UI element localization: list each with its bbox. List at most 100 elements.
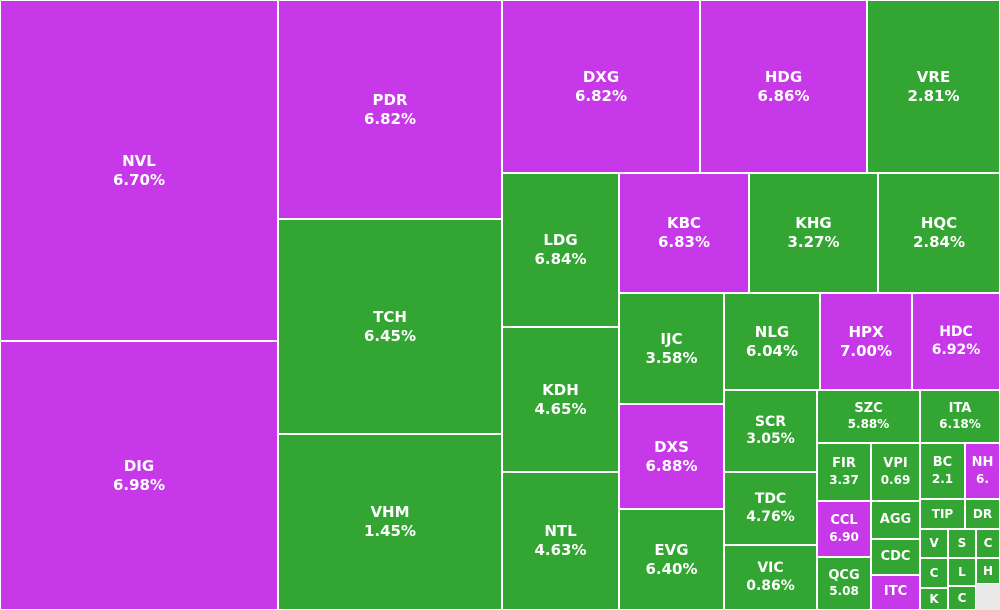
tile-vic[interactable]: VIC 0.86%	[724, 545, 817, 610]
tile-change: 3.05%	[746, 431, 795, 447]
tile-ijc[interactable]: IJC 3.58%	[619, 293, 724, 404]
tile-bc[interactable]: BC 2.1	[920, 443, 965, 499]
tile-kbc[interactable]: KBC 6.83%	[619, 173, 749, 293]
tile-symbol: DR	[972, 506, 993, 521]
tile-l[interactable]: L	[948, 558, 976, 586]
tile-hpx[interactable]: HPX 7.00%	[820, 293, 912, 390]
tile-change: 6.92%	[931, 341, 981, 358]
tile-symbol: C	[957, 590, 967, 605]
tile-symbol: VPI	[883, 456, 908, 472]
tile-szc[interactable]: SZC 5.88%	[817, 390, 920, 443]
tile-v[interactable]: V	[920, 529, 948, 558]
tile-change: 4.76%	[746, 508, 795, 525]
tile-symbol: NLG	[754, 322, 790, 341]
tile-change: 2.1	[931, 471, 954, 486]
tile-symbol: EVG	[654, 540, 689, 559]
tile-ldg[interactable]: LDG 6.84%	[502, 173, 619, 327]
tile-symbol: ITC	[883, 584, 908, 600]
tile-symbol: FIR	[832, 456, 856, 472]
tile-symbol: HDC	[939, 324, 973, 340]
tile-change: 2.81%	[907, 86, 960, 105]
tile-dxs[interactable]: DXS 6.88%	[619, 404, 724, 509]
tile-ita[interactable]: ITA 6.18%	[920, 390, 1000, 443]
tile-dxg[interactable]: DXG 6.82%	[502, 0, 700, 173]
tile-ntl[interactable]: NTL 4.63%	[502, 472, 619, 610]
tile-symbol: SCR	[754, 413, 787, 430]
tile-symbol: LDG	[543, 231, 578, 250]
tile-s[interactable]: S	[948, 529, 976, 558]
tile-symbol: NVL	[122, 151, 156, 170]
tile-symbol: H	[982, 563, 994, 578]
tile-ccl[interactable]: CCL 6.90	[817, 501, 871, 557]
tile-cdc[interactable]: CDC	[871, 539, 920, 575]
tile-change: 6.90	[829, 529, 859, 544]
tile-symbol: PDR	[372, 90, 408, 109]
tile-nvl[interactable]: NVL 6.70%	[0, 0, 278, 341]
tile-change: 6.18%	[939, 417, 981, 432]
tile-agg[interactable]: AGG	[871, 501, 920, 539]
tile-change: 0.69	[880, 472, 911, 487]
tile-symbol: NH	[971, 455, 994, 471]
tile-change: 3.58%	[645, 348, 698, 367]
tile-qcg[interactable]: QCG 5.08	[817, 557, 871, 610]
tile-change: 6.83%	[657, 233, 711, 251]
tile-symbol: IJC	[660, 329, 683, 348]
tile-scr[interactable]: SCR 3.05%	[724, 390, 817, 472]
tile-k[interactable]: K	[920, 588, 948, 610]
tile-change: 6.70%	[112, 170, 166, 189]
tile-symbol: KHG	[795, 214, 832, 233]
tile-symbol: C	[929, 565, 939, 580]
tile-symbol: BC	[932, 455, 953, 471]
tile-hqc[interactable]: HQC 2.84%	[878, 173, 1000, 293]
tile-change: 3.37	[829, 472, 859, 487]
tile-change: 1.45%	[363, 522, 417, 540]
tile-symbol: NTL	[544, 522, 577, 541]
tile-tch[interactable]: TCH 6.45%	[278, 219, 502, 434]
tile-symbol: DXS	[654, 437, 689, 456]
tile-tdc[interactable]: TDC 4.76%	[724, 472, 817, 545]
tile-change: 0.86%	[746, 577, 795, 594]
tile-c[interactable]: C	[920, 558, 948, 588]
tile-khg[interactable]: KHG 3.27%	[749, 173, 878, 293]
tile-symbol: TIP	[931, 506, 954, 521]
tile-nlg[interactable]: NLG 6.04%	[724, 293, 820, 390]
tile-change: 2.84%	[912, 233, 966, 251]
tile-symbol: TDC	[754, 491, 787, 507]
tile-change: 6.	[976, 471, 989, 486]
tile-nh[interactable]: NH 6.	[965, 443, 1000, 499]
tile-vhm[interactable]: VHM 1.45%	[278, 434, 502, 610]
tile-change: 4.63%	[534, 541, 587, 559]
tile-tip[interactable]: TIP	[920, 499, 965, 529]
tile-hdg[interactable]: HDG 6.86%	[700, 0, 867, 173]
tile-dig[interactable]: DIG 6.98%	[0, 341, 278, 610]
tile-hdc[interactable]: HDC 6.92%	[912, 293, 1000, 390]
tile-dr[interactable]: DR	[965, 499, 1000, 529]
tile-kdh[interactable]: KDH 4.65%	[502, 327, 619, 472]
tile-symbol: KDH	[542, 380, 579, 399]
tile-symbol: V	[929, 536, 939, 550]
tile-symbol: HQC	[920, 214, 958, 233]
tile-symbol: HPX	[848, 322, 884, 341]
tile-symbol: VHM	[370, 503, 410, 522]
tile-change: 6.04%	[745, 341, 799, 360]
tile-pdr[interactable]: PDR 6.82%	[278, 0, 502, 219]
tile-symbol: KBC	[666, 214, 702, 233]
tile-vpi[interactable]: VPI 0.69	[871, 443, 920, 501]
tile-symbol: VIC	[757, 560, 784, 576]
tile-symbol: ITA	[948, 400, 972, 416]
tile-evg[interactable]: EVG 6.40%	[619, 509, 724, 610]
tile-vre[interactable]: VRE 2.81%	[867, 0, 1000, 173]
tile-symbol: TCH	[373, 307, 407, 326]
tile-c[interactable]: C	[948, 586, 976, 610]
tile-symbol: K	[929, 591, 939, 606]
tile-symbol: QCG	[828, 567, 860, 583]
tile-fir[interactable]: FIR 3.37	[817, 443, 871, 501]
tile-change: 6.45%	[363, 326, 417, 345]
tile-itc[interactable]: ITC	[871, 575, 920, 610]
tile-h[interactable]: H	[976, 558, 1000, 584]
tile-change: 5.88%	[847, 417, 890, 432]
tile-change: 5.08	[829, 584, 859, 599]
tile-c[interactable]: C	[976, 529, 1000, 558]
tile-symbol: CDC	[880, 548, 911, 564]
